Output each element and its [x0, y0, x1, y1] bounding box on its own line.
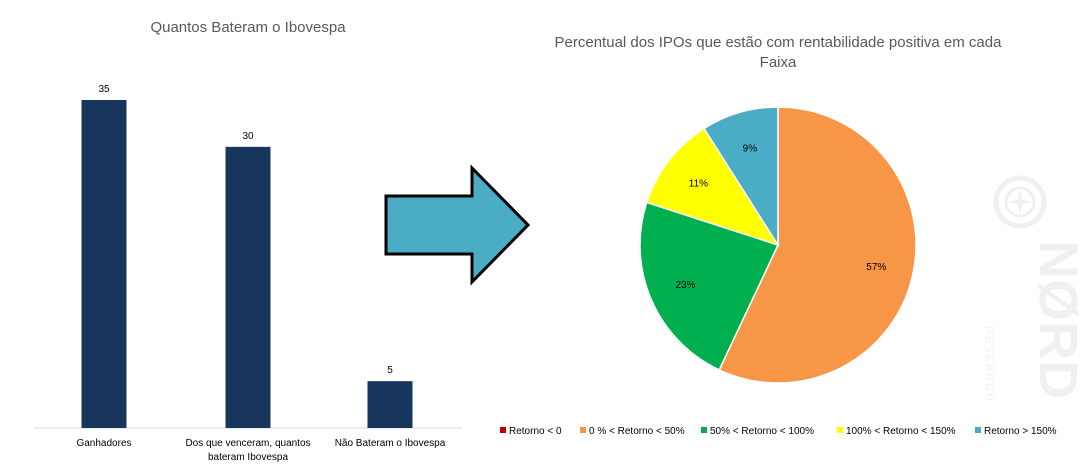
bar-value-label-0: 35 [98, 84, 110, 95]
pie-chart: Percentual dos IPOs que estão com rentab… [500, 34, 1057, 437]
bar-category-label-1-1: bateram Ibovespa [208, 452, 288, 463]
bar-category-label-1-0: Dos que venceram, quantos [185, 438, 310, 449]
watermark-subtext: RESEARCH [983, 326, 995, 403]
pie-slice-4 [703, 106, 779, 248]
legend-swatch-0 [500, 427, 506, 433]
pie-slice-3 [645, 127, 780, 247]
right-arrow-icon [384, 164, 531, 286]
watermark-text: NØRD [1028, 240, 1088, 399]
pie-slice-label-1: 57% [866, 262, 886, 273]
bar-2 [367, 381, 413, 428]
bar-chart: Quantos Bateram o Ibovespa 35 Ganhadores 3… [34, 19, 462, 463]
legend-swatch-1 [580, 427, 586, 433]
bar-category-label-2-0: Não Bateram o Ibovespa [335, 438, 446, 449]
legend-label-3: 100% < Retorno < 150% [846, 426, 956, 437]
pie-chart-title-line-2: Faixa [760, 54, 797, 71]
bar-chart-title: Quantos Bateram o Ibovespa [150, 19, 346, 36]
legend-swatch-4 [975, 427, 981, 433]
pie-chart-title-line-1: Percentual dos IPOs que estão com rentab… [555, 34, 1003, 51]
legend-swatch-3 [837, 427, 843, 433]
pie-slice-2 [639, 201, 780, 371]
legend-label-2: 50% < Retorno < 100% [710, 426, 814, 437]
bar-value-label-1: 30 [242, 131, 254, 142]
bar-category-label-0-0: Ganhadores [76, 438, 131, 449]
legend-label-1: 0 % < Retorno < 50% [589, 426, 685, 437]
pie-slice-label-2: 23% [676, 280, 696, 291]
legend-label-4: Retorno > 150% [984, 426, 1057, 437]
bar-value-label-2: 5 [387, 365, 393, 376]
pie-slice-label-3: 11% [689, 178, 708, 189]
pie-chart-legend: Retorno < 0 0 % < Retorno < 50% 50% < Reto… [500, 426, 1057, 437]
compass-logo-icon [993, 175, 1047, 229]
legend-swatch-2 [701, 427, 707, 433]
legend-label-0: Retorno < 0 [509, 426, 562, 437]
pie-slice-label-4: 9% [743, 143, 758, 154]
bar-0 [81, 100, 127, 428]
bar-1 [225, 146, 271, 428]
pie-slice-1 [718, 106, 917, 384]
nord-research-watermark: NØRD RESEARCH [983, 175, 1088, 403]
